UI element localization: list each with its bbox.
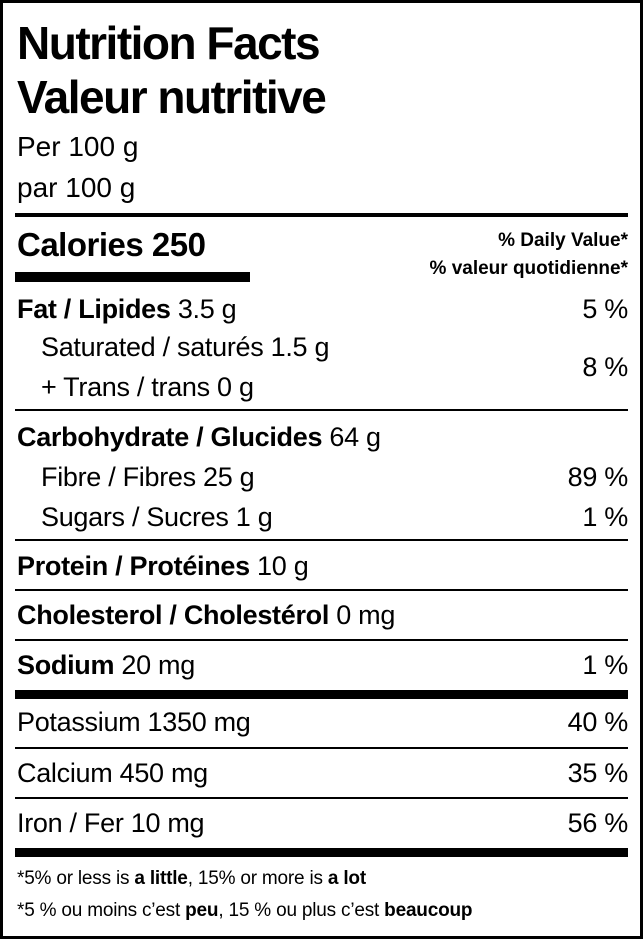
divider bbox=[15, 639, 628, 641]
nutrient-row-potassium: Potassium 1350 mg 40 % bbox=[17, 705, 628, 739]
title-fr: Valeur nutritive bbox=[17, 71, 327, 123]
footnote-fr: *5 % ou moins c’est peu, 15 % ou plus c’… bbox=[17, 900, 473, 921]
serving-size-fr: par 100 g bbox=[17, 172, 136, 203]
divider bbox=[15, 747, 628, 749]
nutrient-amount: Sugars / Sucres 1 g bbox=[41, 502, 273, 532]
serving-size-en: Per 100 g bbox=[17, 131, 139, 162]
nutrient-row-cholesterol: Cholesterol / Cholestérol 0 mg bbox=[17, 598, 628, 632]
calories: Calories 250 bbox=[17, 226, 206, 263]
nutrient-amount: 0 mg bbox=[329, 600, 396, 630]
divider-thick bbox=[15, 848, 628, 857]
nutrient-dv: 1 % bbox=[582, 650, 628, 680]
nutrient-amount: Potassium 1350 mg bbox=[17, 707, 251, 737]
nutrient-name: Fat / Lipides bbox=[17, 294, 171, 324]
nutrient-amount: 64 g bbox=[322, 422, 381, 452]
nutrient-amount: Fibre / Fibres 25 g bbox=[41, 462, 255, 492]
nutrient-amount: 10 g bbox=[249, 551, 309, 581]
nutrient-row-carbohydrate: Carbohydrate / Glucides 64 g bbox=[17, 420, 628, 454]
calories-value: 250 bbox=[151, 226, 206, 263]
nutrient-row-protein: Protein / Protéines 10 g bbox=[17, 549, 628, 583]
nutrient-dv: 8 % bbox=[582, 352, 628, 382]
daily-value-fr: % valeur quotidienne* bbox=[429, 258, 628, 279]
nutrient-amount: 3.5 g bbox=[170, 294, 237, 324]
nutrient-amount: Calcium 450 mg bbox=[17, 758, 208, 788]
nutrient-amount: Saturated / saturés 1.5 g bbox=[41, 332, 330, 362]
nutrient-row-saturated: Saturated / saturés 1.5 g bbox=[17, 330, 628, 364]
daily-value-en: % Daily Value* bbox=[498, 230, 628, 251]
nutrient-dv: 56 % bbox=[567, 808, 629, 838]
nutrient-dv: 40 % bbox=[567, 707, 629, 737]
nutrient-row-iron: Iron / Fer 10 mg 56 % bbox=[17, 806, 628, 840]
nutrient-name: Sodium bbox=[17, 650, 115, 680]
nutrient-dv: 1 % bbox=[582, 502, 628, 532]
calories-bar bbox=[15, 272, 250, 282]
nutrient-amount: + Trans / trans 0 g bbox=[41, 372, 254, 402]
calories-label: Calories bbox=[17, 226, 144, 263]
nutrient-row-fat: Fat / Lipides 3.5 g 5 % bbox=[17, 292, 628, 326]
divider bbox=[15, 589, 628, 591]
nutrient-dv: 35 % bbox=[567, 758, 629, 788]
nutrient-name: Protein / Protéines bbox=[17, 551, 250, 581]
nutrient-dv: 5 % bbox=[582, 294, 628, 324]
daily-value-header: % Daily Value* % valeur quotidienne* bbox=[430, 227, 628, 283]
divider-thick bbox=[15, 690, 628, 699]
nutrient-name: Cholesterol / Cholestérol bbox=[17, 600, 330, 630]
nutrient-dv: 89 % bbox=[567, 462, 629, 492]
divider bbox=[15, 409, 628, 411]
nutrient-name: Carbohydrate / Glucides bbox=[17, 422, 323, 452]
title-en: Nutrition Facts bbox=[17, 17, 321, 69]
divider-thick bbox=[15, 213, 628, 217]
divider bbox=[15, 539, 628, 541]
nutrient-amount: 20 mg bbox=[114, 650, 195, 680]
nutrient-row-sodium: Sodium 20 mg 1 % bbox=[17, 648, 628, 682]
nutrient-row-trans: + Trans / trans 0 g 8 % bbox=[17, 352, 628, 404]
footnote-en: *5% or less is a little, 15% or more is … bbox=[17, 868, 366, 889]
nutrient-row-fibre: Fibre / Fibres 25 g 89 % bbox=[17, 460, 628, 494]
divider bbox=[15, 797, 628, 799]
nutrient-row-calcium: Calcium 450 mg 35 % bbox=[17, 756, 628, 790]
nutrient-amount: Iron / Fer 10 mg bbox=[17, 808, 205, 838]
nutrient-row-sugars: Sugars / Sucres 1 g 1 % bbox=[17, 500, 628, 534]
